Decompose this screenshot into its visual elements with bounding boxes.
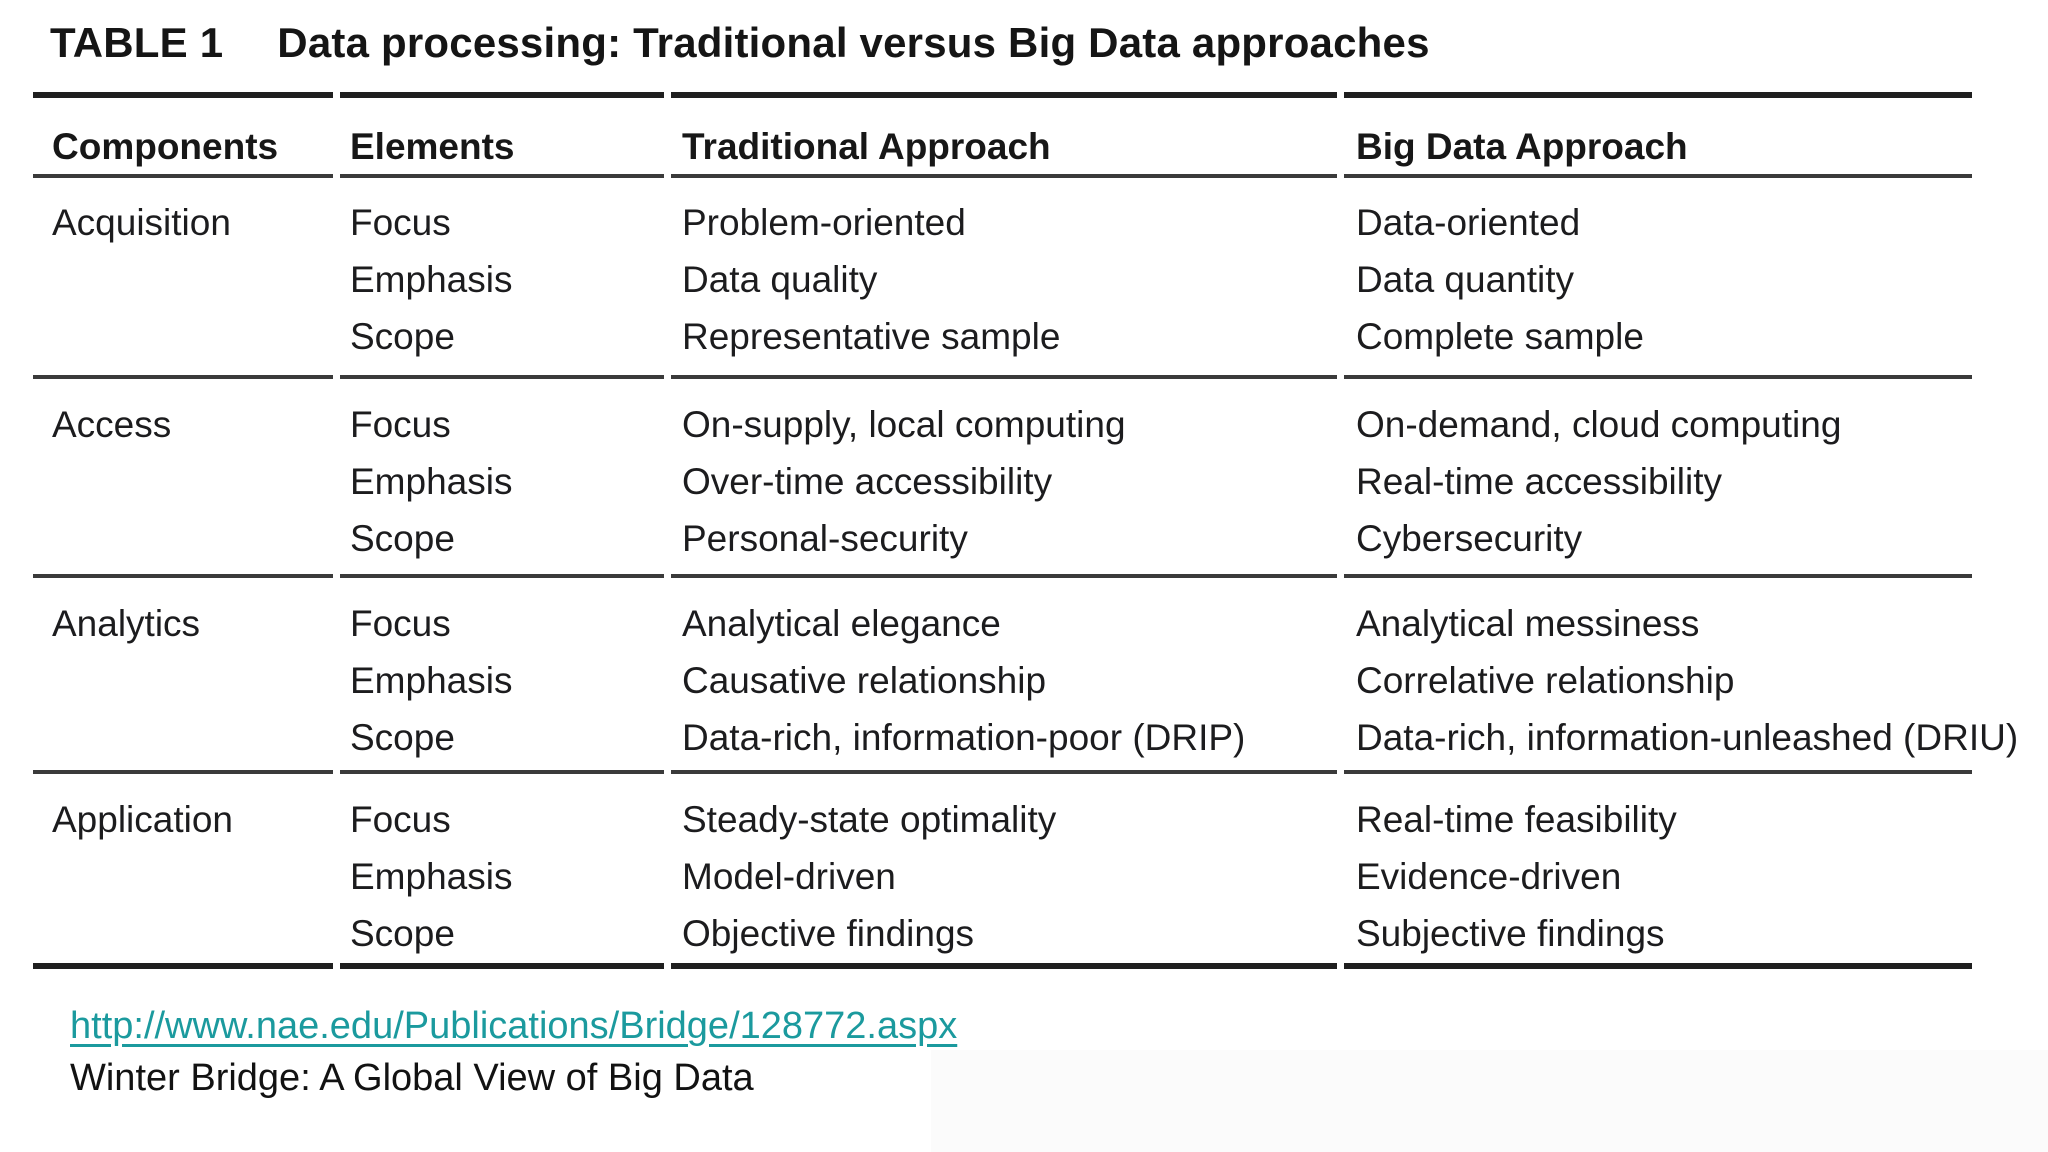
- cell-element: Scope: [350, 717, 455, 758]
- cell-element: Emphasis: [350, 259, 513, 300]
- cell-element: Focus: [350, 202, 451, 243]
- cell-traditional: Representative sample: [682, 316, 1061, 357]
- cell-traditional: On-supply, local computing: [682, 404, 1126, 445]
- table-number: TABLE 1: [50, 19, 224, 66]
- table-group-access: Access Focus On-supply, local computing …: [0, 396, 2048, 567]
- cell-bigdata: Data-rich, information-unleashed (DRIU): [1356, 717, 2019, 758]
- table-group-analytics: Analytics Focus Analytical elegance Anal…: [0, 595, 2048, 766]
- table-group-application: Application Focus Steady-state optimalit…: [0, 791, 2048, 962]
- table-row: Scope Data-rich, information-poor (DRIP)…: [0, 709, 2048, 766]
- table-row: Scope Representative sample Complete sam…: [0, 308, 2048, 365]
- cell-traditional: Analytical elegance: [682, 603, 1001, 644]
- table-row: Emphasis Model-driven Evidence-driven: [0, 848, 2048, 905]
- cell-element: Focus: [350, 404, 451, 445]
- cell-element: Focus: [350, 799, 451, 840]
- cell-traditional: Personal-security: [682, 518, 968, 559]
- table-row: Emphasis Over-time accessibility Real-ti…: [0, 453, 2048, 510]
- table-row: Analytics Focus Analytical elegance Anal…: [0, 595, 2048, 652]
- cell-component: Acquisition: [52, 202, 231, 243]
- table-title: TABLE 1 Data processing: Traditional vers…: [50, 12, 1430, 74]
- table-row: Scope Objective findings Subjective find…: [0, 905, 2048, 962]
- header-traditional-approach: Traditional Approach: [682, 126, 1051, 167]
- cell-traditional: Over-time accessibility: [682, 461, 1053, 502]
- cell-bigdata: Complete sample: [1356, 316, 1644, 357]
- table-group-acquisition: Acquisition Focus Problem-oriented Data-…: [0, 194, 2048, 365]
- cell-bigdata: On-demand, cloud computing: [1356, 404, 1842, 445]
- table-row: Emphasis Data quality Data quantity: [0, 251, 2048, 308]
- header-elements: Elements: [350, 126, 515, 167]
- table-row: Emphasis Causative relationship Correlat…: [0, 652, 2048, 709]
- cell-traditional: Data quality: [682, 259, 878, 300]
- cell-bigdata: Cybersecurity: [1356, 518, 1583, 559]
- cell-bigdata: Data quantity: [1356, 259, 1575, 300]
- background-corner: [931, 1050, 2048, 1152]
- cell-bigdata: Data-oriented: [1356, 202, 1581, 243]
- table-title-text: Data processing: Traditional versus Big …: [277, 19, 1430, 66]
- cell-element: Scope: [350, 913, 455, 954]
- cell-component: Analytics: [52, 603, 201, 644]
- cell-component: Application: [52, 799, 234, 840]
- cell-bigdata: Correlative relationship: [1356, 660, 1735, 701]
- cell-element: Focus: [350, 603, 451, 644]
- cell-bigdata: Subjective findings: [1356, 913, 1665, 954]
- cell-traditional: Objective findings: [682, 913, 975, 954]
- table-row: Application Focus Steady-state optimalit…: [0, 791, 2048, 848]
- table-row: Scope Personal-security Cybersecurity: [0, 510, 2048, 567]
- source-link[interactable]: http://www.nae.edu/Publications/Bridge/1…: [70, 1005, 958, 1047]
- table-header-row: Components Elements Traditional Approach…: [0, 118, 2048, 175]
- cell-element: Emphasis: [350, 856, 513, 897]
- table-row: Access Focus On-supply, local computing …: [0, 396, 2048, 453]
- cell-bigdata: Evidence-driven: [1356, 856, 1622, 897]
- cell-element: Scope: [350, 316, 455, 357]
- cell-component: Access: [52, 404, 172, 445]
- cell-element: Emphasis: [350, 660, 513, 701]
- cell-element: Scope: [350, 518, 455, 559]
- cell-traditional: Model-driven: [682, 856, 896, 897]
- cell-bigdata: Real-time feasibility: [1356, 799, 1677, 840]
- header-components: Components: [52, 126, 279, 167]
- source-caption: Winter Bridge: A Global View of Big Data: [70, 1057, 754, 1099]
- cell-element: Emphasis: [350, 461, 513, 502]
- header-big-data-approach: Big Data Approach: [1356, 126, 1688, 167]
- cell-traditional: Problem-oriented: [682, 202, 966, 243]
- cell-bigdata: Real-time accessibility: [1356, 461, 1722, 502]
- cell-traditional: Steady-state optimality: [682, 799, 1057, 840]
- cell-traditional: Data-rich, information-poor (DRIP): [682, 717, 1246, 758]
- table-row: Acquisition Focus Problem-oriented Data-…: [0, 194, 2048, 251]
- cell-bigdata: Analytical messiness: [1356, 603, 1700, 644]
- cell-traditional: Causative relationship: [682, 660, 1047, 701]
